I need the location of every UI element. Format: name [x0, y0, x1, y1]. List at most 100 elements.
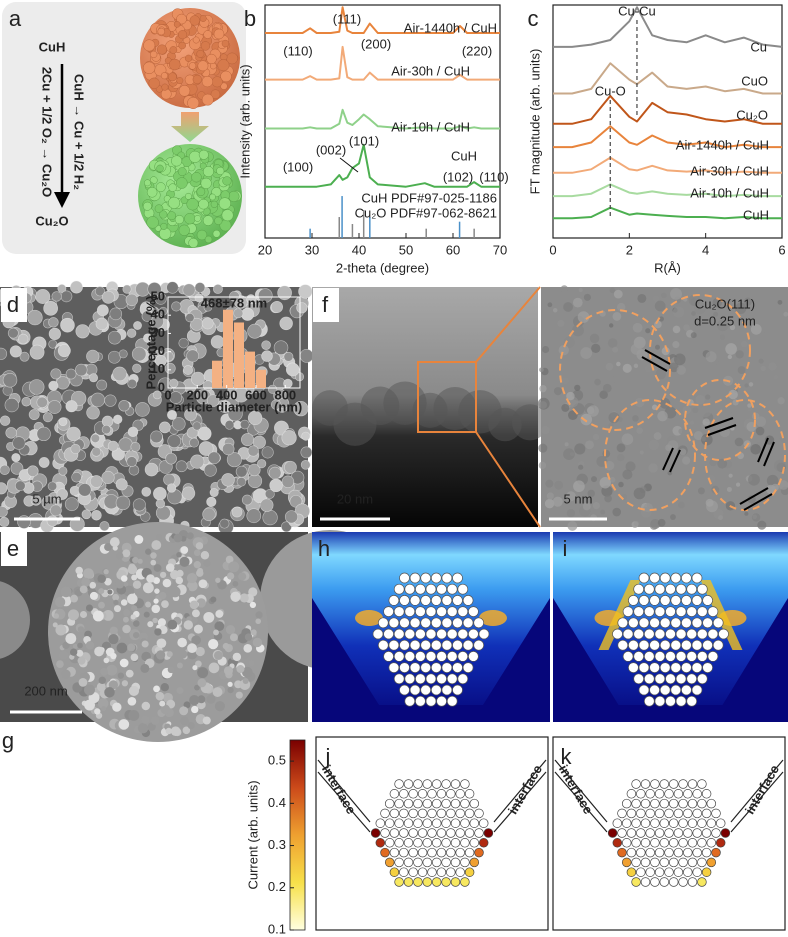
grain — [137, 722, 149, 734]
atom — [446, 628, 458, 640]
particle — [212, 284, 223, 294]
grain — [222, 176, 232, 186]
grain — [210, 596, 217, 603]
lattice-speck — [735, 302, 747, 315]
particle — [300, 446, 313, 459]
lattice-speck — [747, 403, 752, 408]
grain — [56, 660, 64, 668]
atom — [469, 798, 480, 809]
atom — [696, 628, 708, 640]
atom — [464, 789, 475, 799]
grain — [186, 532, 194, 540]
lattice-speck — [612, 346, 619, 353]
lattice-speck — [547, 302, 553, 308]
lattice-speck — [574, 384, 581, 391]
atom — [452, 684, 463, 696]
grain — [196, 229, 208, 241]
atom — [654, 606, 666, 617]
atom — [681, 639, 692, 651]
particle — [183, 365, 193, 375]
grain — [252, 637, 263, 648]
atom — [460, 877, 470, 887]
atom — [664, 789, 674, 799]
x-tick-label: 70 — [493, 242, 507, 257]
particle — [91, 510, 102, 521]
atom — [441, 877, 451, 887]
atom — [665, 628, 676, 640]
panel-label: j — [325, 744, 331, 769]
series-line — [553, 125, 782, 149]
atom — [383, 628, 394, 640]
atom — [441, 595, 453, 606]
particle — [48, 327, 61, 340]
atom — [427, 867, 437, 877]
grain — [221, 39, 230, 48]
lattice-speck — [748, 473, 760, 486]
particle — [70, 280, 83, 294]
lattice-speck — [605, 362, 614, 371]
atom — [654, 628, 666, 640]
grain — [227, 681, 233, 687]
colorbar — [289, 739, 306, 931]
particle — [192, 421, 202, 431]
grain — [228, 561, 240, 573]
particle — [107, 350, 121, 364]
grain — [194, 684, 200, 691]
lattice-speck — [630, 343, 642, 355]
grain — [178, 30, 188, 40]
atom — [425, 606, 437, 617]
lattice-speck — [726, 486, 732, 493]
atom — [665, 583, 676, 595]
grain — [213, 650, 223, 660]
grain — [169, 46, 178, 54]
transform-arrow — [171, 112, 209, 142]
atom — [446, 847, 456, 858]
series-line — [265, 6, 500, 34]
lattice-speck — [657, 410, 668, 422]
inset-title: 468±78 nm — [201, 295, 267, 310]
grain — [209, 193, 216, 201]
lattice-speck — [574, 443, 586, 455]
atom — [408, 867, 418, 877]
lattice-speck — [654, 300, 666, 312]
atom — [436, 695, 447, 707]
lattice-speck — [728, 473, 733, 478]
grain — [195, 646, 205, 657]
grain — [121, 680, 129, 687]
lattice-speck — [702, 418, 710, 426]
grain — [186, 198, 199, 211]
particle — [28, 379, 45, 395]
atom — [457, 628, 469, 640]
grain — [193, 561, 201, 569]
atom — [681, 617, 692, 629]
lattice-speck — [729, 324, 736, 331]
x-tick-label: 600 — [245, 387, 267, 402]
atom — [668, 798, 679, 809]
peak-label: (110) — [479, 169, 508, 184]
grain — [217, 579, 227, 590]
atom — [697, 838, 707, 848]
grain — [203, 611, 215, 623]
particle — [91, 447, 102, 457]
grain — [178, 41, 186, 50]
atom — [621, 838, 632, 848]
atom — [687, 838, 698, 848]
particle — [281, 475, 295, 488]
atom — [621, 798, 632, 809]
lattice-speck — [760, 365, 766, 372]
grain — [173, 21, 181, 28]
atom — [441, 617, 453, 629]
grain — [198, 579, 208, 589]
x-axis-label: R(Å) — [654, 260, 681, 275]
lattice-speck — [683, 324, 690, 331]
particle — [104, 394, 117, 407]
atom — [384, 838, 395, 848]
atom — [399, 847, 409, 858]
y-tick-label: 10 — [151, 361, 165, 376]
atom — [659, 662, 671, 673]
atom — [654, 828, 665, 838]
particle — [0, 464, 10, 475]
x-tick-label: 200 — [186, 387, 208, 402]
particle — [222, 442, 235, 456]
atom — [420, 662, 432, 673]
